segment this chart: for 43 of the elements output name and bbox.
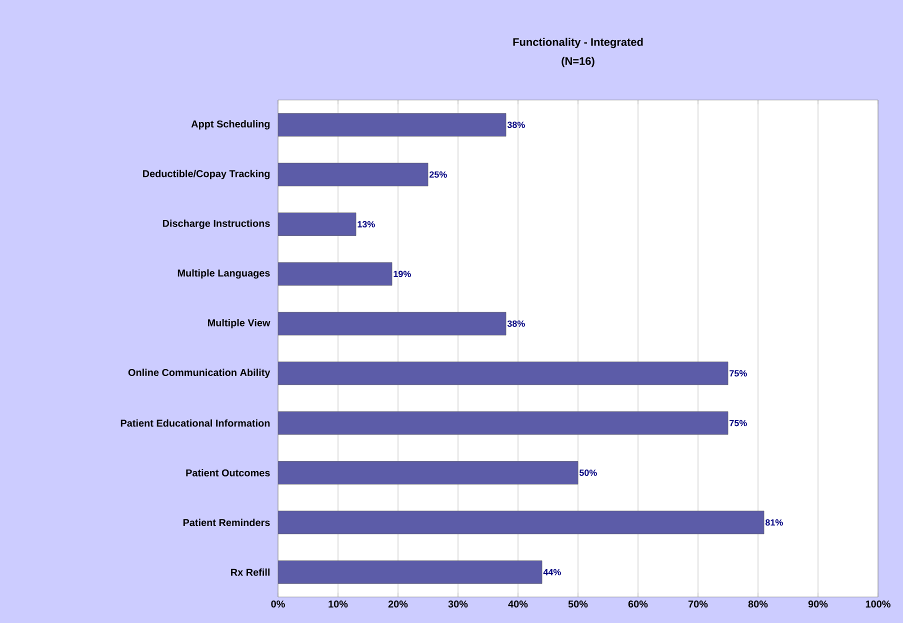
y-tick-label: Appt Scheduling xyxy=(191,120,270,130)
y-tick-label: Multiple View xyxy=(208,319,270,328)
bar xyxy=(278,411,728,435)
chart-title: Functionality - Integrated xyxy=(513,38,643,48)
bar xyxy=(278,461,578,484)
bar xyxy=(278,113,506,137)
data-label: 13% xyxy=(358,221,375,228)
data-label: 75% xyxy=(730,420,747,426)
data-label: 38% xyxy=(507,122,525,128)
bar xyxy=(278,212,356,236)
data-label: 44% xyxy=(543,568,561,576)
data-label: 75% xyxy=(730,370,747,377)
data-label: 50% xyxy=(579,470,597,476)
y-tick-label: Patient Reminders xyxy=(183,518,270,526)
x-tick-label: 10% xyxy=(328,600,348,608)
bar xyxy=(278,362,728,386)
data-label: 25% xyxy=(430,171,447,178)
x-tick-label: 80% xyxy=(748,600,768,608)
y-tick-label: Deductible/Copay Tracking xyxy=(143,170,270,180)
bar xyxy=(278,560,542,584)
data-label: 81% xyxy=(765,519,783,526)
bar xyxy=(278,312,506,336)
x-tick-label: 50% xyxy=(568,600,588,608)
data-label: 38% xyxy=(507,320,525,327)
y-tick-label: Patient Educational Information xyxy=(120,419,270,427)
x-tick-label: 100% xyxy=(866,600,890,608)
x-tick-label: 40% xyxy=(508,600,528,608)
x-tick-label: 20% xyxy=(388,600,408,608)
bar xyxy=(278,262,392,286)
x-tick-label: 0% xyxy=(271,600,285,608)
y-tick-label: Online Communication Ability xyxy=(128,368,270,378)
bar xyxy=(278,510,764,534)
x-tick-label: 60% xyxy=(628,600,648,608)
bar xyxy=(278,162,428,186)
x-tick-label: 30% xyxy=(448,600,468,608)
y-tick-label: Rx Refill xyxy=(231,568,270,576)
chart-subtitle: (N=16) xyxy=(562,56,594,68)
data-label: 19% xyxy=(394,270,411,278)
x-tick-label: 90% xyxy=(808,600,828,608)
y-tick-label: Multiple Languages xyxy=(178,269,270,279)
x-tick-label: 70% xyxy=(688,600,708,608)
y-tick-label: Patient Outcomes xyxy=(186,469,270,476)
y-tick-label: Discharge Instructions xyxy=(162,220,270,229)
